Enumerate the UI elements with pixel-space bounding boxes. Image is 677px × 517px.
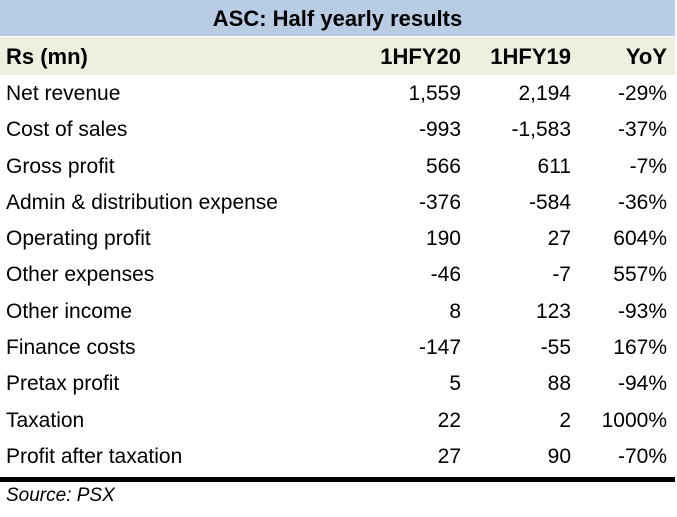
table-row: Gross profit 566 611 -7% <box>0 149 675 185</box>
row-label: Profit after taxation <box>6 444 183 468</box>
value-1hfy19: -584 <box>528 190 571 214</box>
value-yoy: -29% <box>617 82 667 105</box>
value-yoy: 604% <box>613 227 667 251</box>
header-yoy: YoY <box>625 44 667 69</box>
table-row: Other expenses -46 -7 557% <box>0 257 675 293</box>
value-1hfy19: -1,583 <box>511 118 571 142</box>
row-label: Operating profit <box>6 227 151 251</box>
table-row: Other income 8 123 -93% <box>0 294 675 330</box>
source-note: Source: PSX <box>6 485 115 506</box>
table-row: Operating profit 190 27 604% <box>0 221 675 257</box>
value-1hfy19: 88 <box>547 372 571 396</box>
table-row: Net revenue 1,559 2,194 -29% <box>0 76 675 112</box>
header-1hfy19: 1HFY19 <box>490 44 571 69</box>
value-1hfy20: 22 <box>437 408 461 432</box>
value-yoy: -93% <box>617 299 667 323</box>
value-yoy: -37% <box>617 118 667 142</box>
table-row: Finance costs -147 -55 167% <box>0 330 675 366</box>
row-label: Gross profit <box>6 154 115 178</box>
value-1hfy20: 5 <box>449 372 461 396</box>
table-body: Net revenue 1,559 2,194 -29% Cost of sales -9… <box>0 76 675 475</box>
table-title: ASC: Half yearly results <box>0 0 675 36</box>
value-yoy: -94% <box>617 372 667 396</box>
value-1hfy19: 2 <box>559 408 571 432</box>
row-label: Pretax profit <box>6 372 120 396</box>
table-row: Profit after taxation 27 90 -70% <box>0 439 675 475</box>
row-label: Admin & distribution expense <box>6 190 278 214</box>
table-header-row: Rs (mn) 1HFY20 1HFY19 YoY <box>0 37 675 75</box>
value-yoy: 557% <box>613 263 667 287</box>
header-1hfy20: 1HFY20 <box>380 44 461 69</box>
value-1hfy20: 566 <box>425 154 461 178</box>
value-1hfy20: 8 <box>449 299 461 323</box>
value-1hfy20: 1,559 <box>408 82 461 105</box>
value-1hfy19: 27 <box>547 227 571 251</box>
value-yoy: 167% <box>613 336 667 360</box>
row-label: Other income <box>6 299 133 323</box>
row-label: Finance costs <box>6 336 136 360</box>
header-label: Rs (mn) <box>6 44 88 69</box>
value-1hfy20: 190 <box>425 227 461 251</box>
value-1hfy19: 90 <box>547 444 571 468</box>
row-label: Taxation <box>6 408 85 432</box>
table-bottom-rule <box>0 477 675 482</box>
value-yoy: -7% <box>629 154 667 178</box>
value-1hfy20: -46 <box>430 263 461 287</box>
row-label: Net revenue <box>6 82 121 105</box>
value-1hfy20: -376 <box>418 190 461 214</box>
table-row: Admin & distribution expense -376 -584 -36% <box>0 185 675 221</box>
value-1hfy20: -147 <box>418 336 461 360</box>
table-row: Cost of sales -993 -1,583 -37% <box>0 112 675 148</box>
value-1hfy19: -7 <box>552 263 571 287</box>
value-yoy: 1000% <box>601 408 667 432</box>
value-1hfy19: 611 <box>537 154 571 178</box>
table-row: Pretax profit 5 88 -94% <box>0 366 675 402</box>
value-yoy: -36% <box>617 190 667 214</box>
value-1hfy19: -55 <box>540 336 571 360</box>
row-label: Other expenses <box>6 263 155 287</box>
value-1hfy19: 2,194 <box>518 82 571 105</box>
value-1hfy20: 27 <box>437 444 461 468</box>
row-label: Cost of sales <box>6 118 128 142</box>
table-row: Taxation 22 2 1000% <box>0 403 675 439</box>
value-1hfy20: -993 <box>418 118 461 142</box>
value-yoy: -70% <box>617 444 667 468</box>
value-1hfy19: 123 <box>535 299 571 323</box>
